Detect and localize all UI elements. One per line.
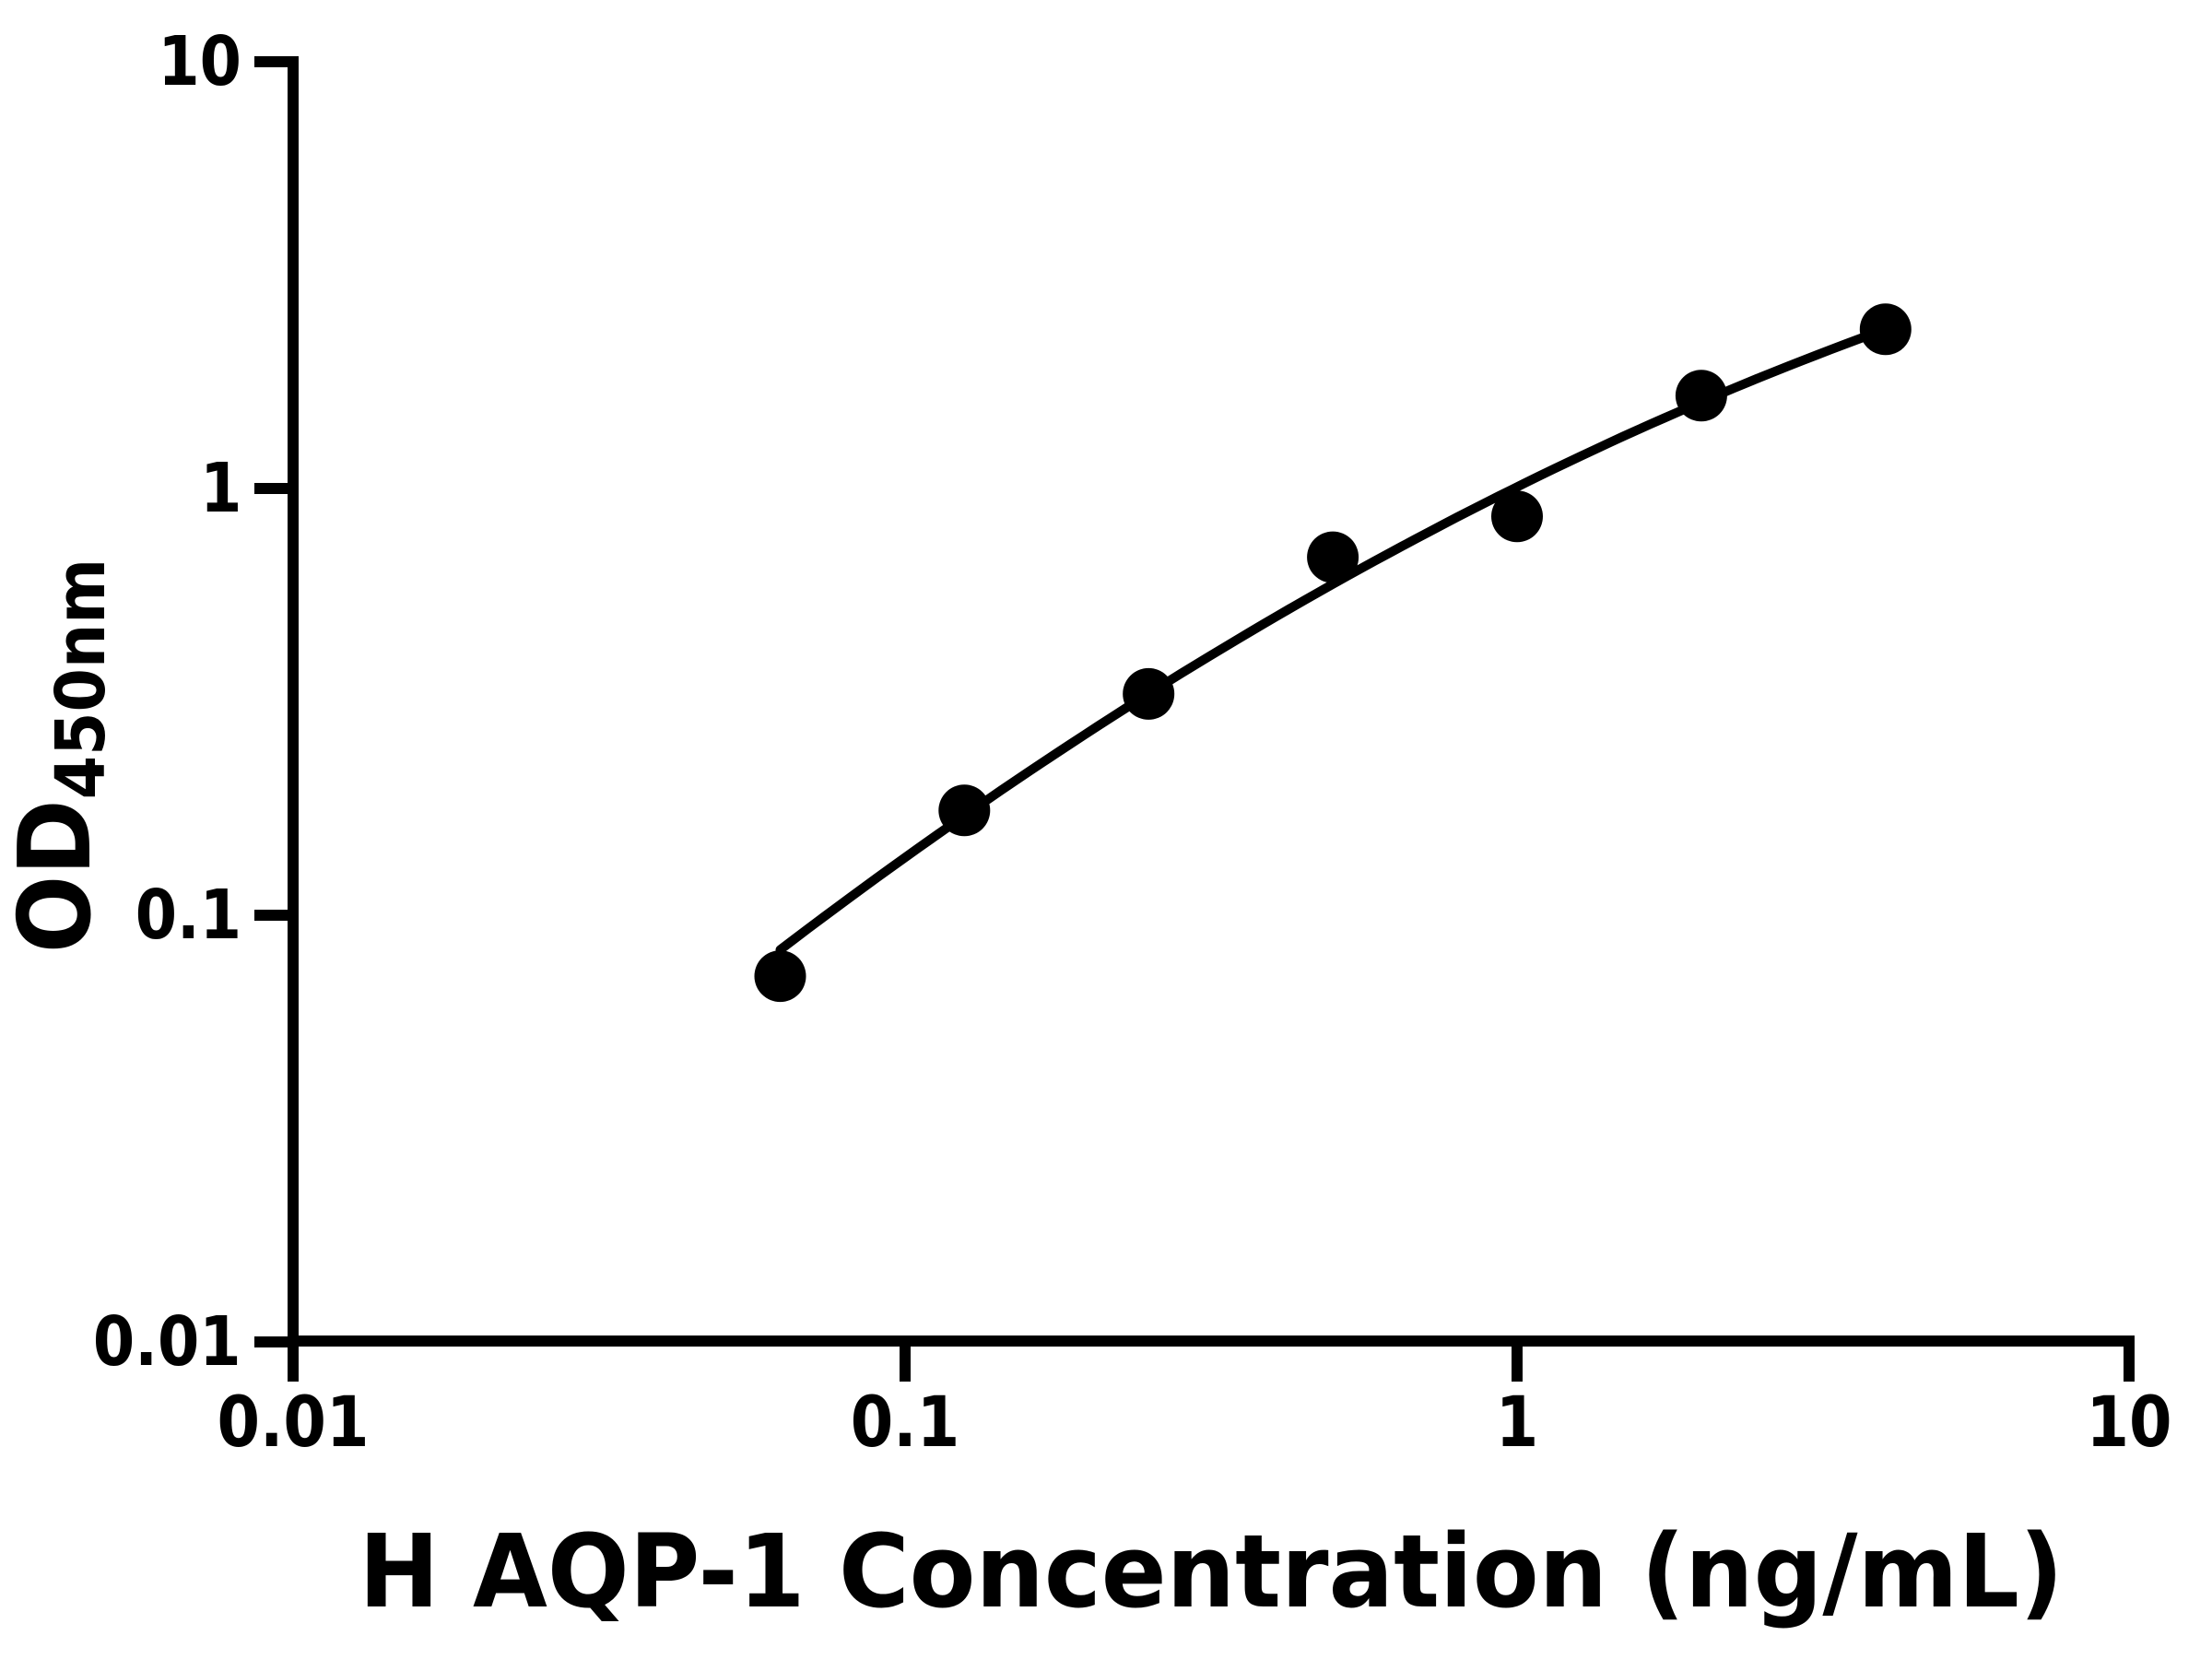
x-tick: [1512, 1335, 1523, 1382]
x-tick-label: 0.01: [217, 1381, 370, 1463]
y-tick-label: 0.01: [93, 1302, 241, 1382]
x-axis-line: [288, 1335, 2135, 1347]
x-tick: [2124, 1335, 2135, 1382]
y-axis-title: OD450nm: [0, 559, 121, 953]
y-tick: [254, 910, 293, 921]
data-point: [938, 784, 991, 837]
y-tick: [254, 56, 293, 67]
x-tick-label: 0.1: [850, 1381, 960, 1463]
y-tick-label: 1: [199, 449, 241, 528]
data-point: [1123, 667, 1175, 720]
data-point: [1307, 531, 1359, 583]
data-point: [1491, 490, 1543, 543]
data-point: [754, 950, 806, 1003]
x-tick: [288, 1335, 299, 1382]
y-tick-label: 10: [158, 22, 241, 101]
fit-curve-line: [775, 324, 1890, 955]
y-axis-line: [288, 56, 299, 1347]
x-tick-label: 10: [2086, 1381, 2172, 1463]
data-point: [1859, 303, 1912, 356]
y-tick: [254, 1336, 293, 1347]
x-axis-title: H AQP-1 Concentration (ng/mL): [359, 1512, 2064, 1630]
y-axis-title-main: OD: [0, 799, 113, 954]
y-tick: [254, 483, 293, 494]
x-tick-label: 1: [1495, 1381, 1539, 1463]
data-point: [1675, 370, 1727, 422]
y-tick-label: 0.1: [135, 876, 241, 955]
y-axis-title-sub: 450nm: [41, 558, 122, 800]
x-tick: [900, 1335, 911, 1382]
